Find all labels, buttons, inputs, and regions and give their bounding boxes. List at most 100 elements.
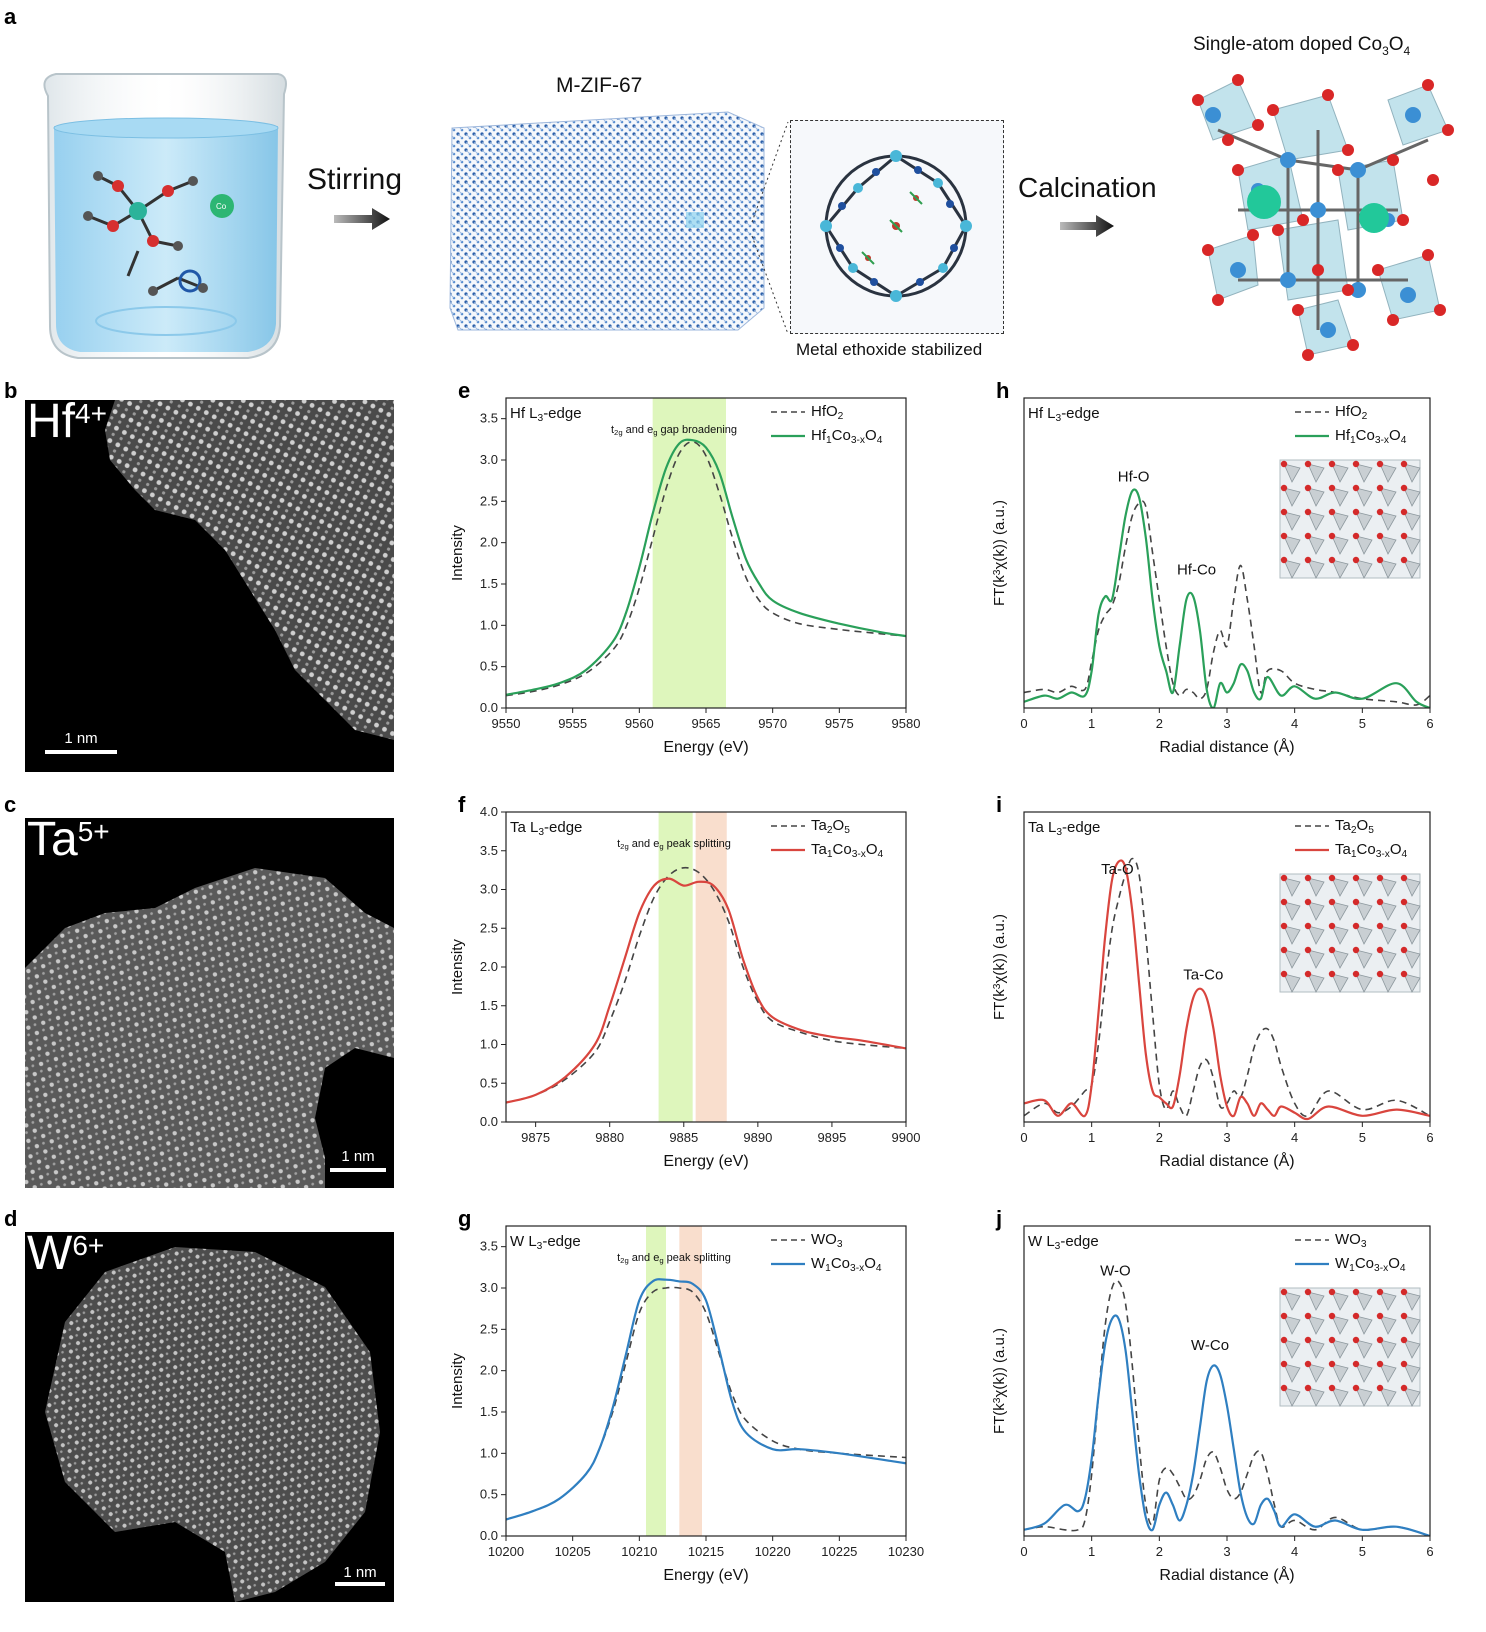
y-tick-label: 0.0 bbox=[480, 700, 498, 715]
oxygen-atom bbox=[1400, 970, 1408, 978]
x-tick-label: 4 bbox=[1291, 1130, 1298, 1145]
ion-label-hf: Hf4+ bbox=[27, 400, 107, 446]
crystal-polyhedron bbox=[1283, 925, 1301, 945]
ion-symbol: Ta bbox=[27, 818, 78, 866]
crystal-polyhedron bbox=[1331, 1363, 1349, 1383]
oxygen-atom bbox=[1352, 1288, 1360, 1296]
crystal-polyhedron bbox=[1307, 511, 1325, 531]
crystal-polyhedron bbox=[1403, 487, 1421, 507]
oxygen-atom bbox=[1304, 1384, 1312, 1392]
panel-label-i: i bbox=[996, 792, 1003, 817]
oxygen-atom bbox=[1280, 874, 1288, 882]
oxygen-atom bbox=[1304, 556, 1312, 564]
crystal-polyhedron bbox=[1283, 1315, 1301, 1335]
scale-bar bbox=[335, 1582, 385, 1586]
oxygen-atom bbox=[1400, 946, 1408, 954]
oxygen-atom bbox=[1328, 1288, 1336, 1296]
crystal-polyhedron bbox=[1355, 877, 1373, 897]
oxygen-atom bbox=[1304, 946, 1312, 954]
x-tick-label: 4 bbox=[1291, 716, 1298, 731]
x-tick-label: 5 bbox=[1359, 1130, 1366, 1145]
oxygen-atom bbox=[1400, 1384, 1408, 1392]
x-tick-label: 10205 bbox=[555, 1544, 591, 1559]
x-tick-label: 5 bbox=[1359, 1544, 1366, 1559]
crystal-polyhedron bbox=[1379, 1315, 1397, 1335]
panel-label-c: c bbox=[4, 792, 17, 817]
legend-label: W1Co3-xO4 bbox=[811, 1255, 882, 1274]
crystal-polyhedron bbox=[1379, 1363, 1397, 1383]
crystal-polyhedron bbox=[1307, 1315, 1325, 1335]
crystal-polyhedron bbox=[1355, 1339, 1373, 1359]
crystal-polyhedron bbox=[1355, 973, 1373, 993]
crystal-polyhedron bbox=[1379, 1291, 1397, 1311]
crystal-polyhedron bbox=[1283, 463, 1301, 483]
crystal-polyhedron bbox=[1403, 1387, 1421, 1407]
crystal-polyhedron bbox=[1283, 901, 1301, 921]
oxygen-atom bbox=[1328, 1312, 1336, 1320]
product-title-main: Single-atom doped Co bbox=[1193, 34, 1383, 55]
series-line-Ta1Co3-xO4 bbox=[506, 877, 906, 1104]
crystal-polyhedron bbox=[1307, 1339, 1325, 1359]
oxygen-atom bbox=[1280, 1288, 1288, 1296]
oxygen-atom bbox=[1280, 556, 1288, 564]
crystal-polyhedron bbox=[1331, 511, 1349, 531]
oxygen-atom bbox=[1400, 898, 1408, 906]
crystal-polyhedron bbox=[1307, 1363, 1325, 1383]
scale-bar-label: 1 nm bbox=[343, 1564, 377, 1581]
crystal-polyhedron bbox=[1283, 535, 1301, 555]
crystal-polyhedron bbox=[1403, 1315, 1421, 1335]
oxygen-atom bbox=[1304, 898, 1312, 906]
x-tick-label: 9880 bbox=[595, 1130, 624, 1145]
oxygen-atom bbox=[1400, 1336, 1408, 1344]
crystal-polyhedron bbox=[1355, 949, 1373, 969]
oxygen-atom bbox=[1304, 484, 1312, 492]
arrow-right-icon bbox=[1060, 215, 1114, 237]
crystal-polyhedron bbox=[1403, 463, 1421, 483]
panel-label-f: f bbox=[458, 792, 466, 817]
crystal-polyhedron bbox=[1379, 925, 1397, 945]
oxygen-atom bbox=[1376, 1288, 1384, 1296]
scale-bar-label: 1 nm bbox=[64, 730, 98, 747]
crystal-polyhedron bbox=[1307, 877, 1325, 897]
x-axis-label: Radial distance (Å) bbox=[1159, 1151, 1294, 1170]
series-line-Hf1Co3-xO4 bbox=[1024, 488, 1430, 708]
x-axis-label: Radial distance (Å) bbox=[1159, 1565, 1294, 1584]
x-tick-label: 9570 bbox=[758, 716, 787, 731]
product-title-mid: O bbox=[1388, 34, 1404, 55]
x-axis-label: Energy (eV) bbox=[663, 1567, 748, 1584]
oxygen-atom bbox=[1376, 874, 1384, 882]
oxygen-atom bbox=[1328, 460, 1336, 468]
oxygen-atom bbox=[1304, 508, 1312, 516]
y-tick-label: 0.5 bbox=[480, 659, 498, 674]
scale-bar bbox=[45, 750, 117, 754]
x-tick-label: 4 bbox=[1291, 1544, 1298, 1559]
edge-label: W L3-edge bbox=[510, 1233, 581, 1252]
highlight-band bbox=[658, 812, 693, 1122]
oxygen-atom bbox=[1376, 532, 1384, 540]
oxygen-atom bbox=[1400, 460, 1408, 468]
series-line-HfO2 bbox=[1024, 500, 1430, 706]
x-tick-label: 3 bbox=[1223, 1544, 1230, 1559]
oxygen-atom bbox=[1352, 556, 1360, 564]
x-tick-label: 9580 bbox=[892, 716, 921, 731]
crystal-polyhedron bbox=[1307, 949, 1325, 969]
oxygen-atom bbox=[1328, 946, 1336, 954]
crystal-polyhedron bbox=[1307, 463, 1325, 483]
crystal-polyhedron bbox=[1403, 877, 1421, 897]
edge-label: W L3-edge bbox=[1028, 1233, 1099, 1252]
crystal-polyhedron bbox=[1379, 949, 1397, 969]
oxygen-atom bbox=[1328, 922, 1336, 930]
oxygen-atom bbox=[1352, 460, 1360, 468]
crystal-polyhedron bbox=[1355, 901, 1373, 921]
oxygen-atom bbox=[1400, 874, 1408, 882]
oxygen-atom bbox=[1352, 1384, 1360, 1392]
crystal-polyhedron bbox=[1331, 901, 1349, 921]
oxygen-atom bbox=[1280, 532, 1288, 540]
crystal-polyhedron bbox=[1403, 901, 1421, 921]
oxygen-atom bbox=[1280, 1312, 1288, 1320]
crystal-polyhedron bbox=[1283, 1387, 1301, 1407]
crystal-polyhedron bbox=[1379, 463, 1397, 483]
x-tick-label: 6 bbox=[1426, 716, 1433, 731]
y-tick-label: 0.5 bbox=[480, 1075, 498, 1090]
band-annotation: t2g and eg gap broadening bbox=[611, 424, 737, 437]
